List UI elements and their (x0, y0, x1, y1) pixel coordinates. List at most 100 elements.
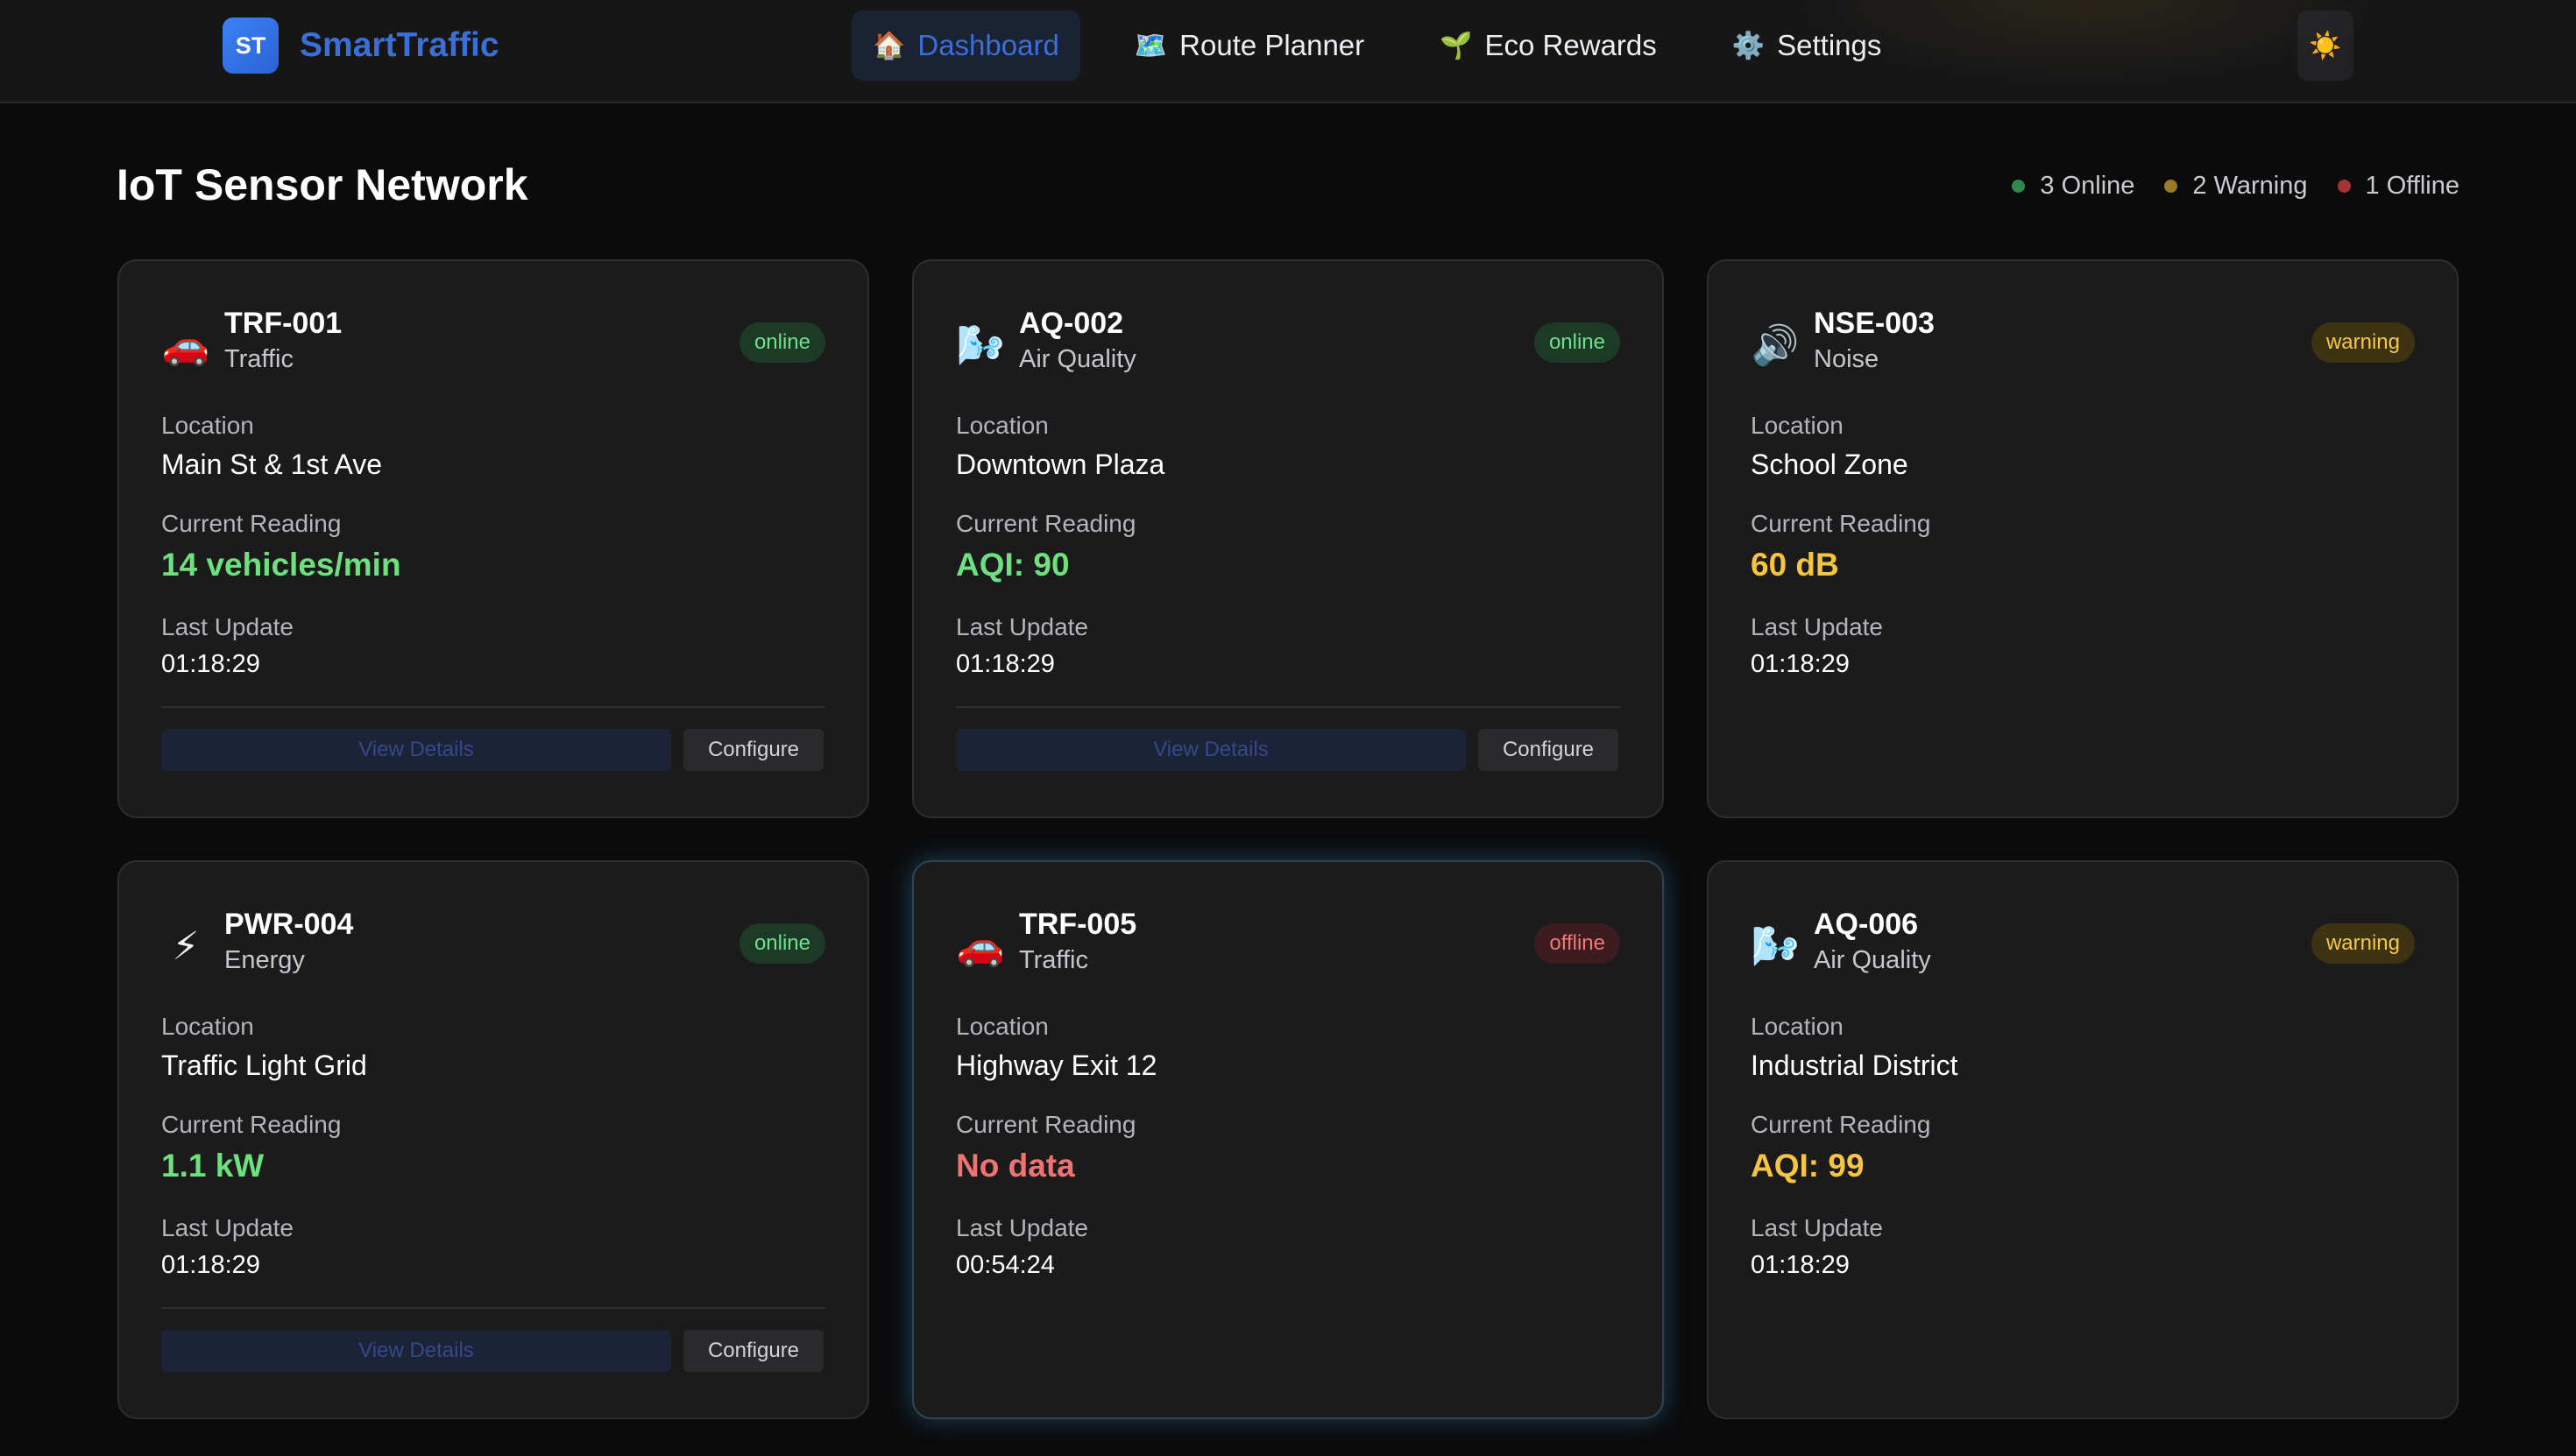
location-label: Location (956, 412, 1049, 439)
status-badge: warning (2311, 923, 2415, 964)
view-details-button[interactable]: View Details (161, 1330, 671, 1372)
sensor-card-header: ⚡ PWR-004 Energy online (161, 908, 825, 986)
top-navigation-bar: ST SmartTraffic 🏠 Dashboard 🗺️ Route Pla… (0, 0, 2576, 103)
brand-name: SmartTraffic (300, 26, 499, 64)
location-label: Location (956, 1013, 1049, 1040)
status-summary: 3 Online 2 Warning 1 Offline (1982, 172, 2459, 201)
summary-warning: 2 Warning (2164, 172, 2308, 201)
configure-button[interactable]: Configure (683, 729, 824, 771)
lightning-icon: ⚡ (172, 924, 200, 968)
reading-value: AQI: 99 (1751, 1148, 1865, 1184)
sensor-card: 🚗 TRF-001 Traffic online Location Main S… (117, 259, 869, 818)
online-dot (2012, 180, 2026, 193)
status-badge: online (739, 923, 825, 964)
nav-label: Eco Rewards (1484, 29, 1657, 61)
reading-label: Current Reading (1751, 510, 1931, 537)
home-icon: 🏠 (873, 31, 906, 60)
last-update-value: 01:18:29 (1751, 1251, 1850, 1279)
sensor-type: Energy (224, 946, 305, 974)
last-update-value: 01:18:29 (956, 650, 1055, 678)
sensor-id: TRF-001 (224, 307, 343, 340)
location-value: Main St & 1st Ave (161, 449, 382, 480)
car-icon: 🚗 (161, 324, 210, 367)
main-nav: 🏠 Dashboard 🗺️ Route Planner 🌱 Eco Rewar… (852, 11, 1936, 81)
sun-icon: ☀️ (2309, 31, 2342, 60)
sensor-card-header: 🌬️ AQ-002 Air Quality online (956, 307, 1620, 385)
sensor-type: Air Quality (1814, 946, 1931, 974)
theme-toggle-button[interactable]: ☀️ (2297, 11, 2353, 81)
nav-eco-rewards[interactable]: 🌱 Eco Rewards (1419, 11, 1678, 81)
status-badge: online (739, 322, 825, 363)
last-update-label: Last Update (161, 613, 294, 640)
nav-route-planner[interactable]: 🗺️ Route Planner (1114, 11, 1385, 81)
location-label: Location (161, 1013, 254, 1040)
configure-button[interactable]: Configure (1478, 729, 1618, 771)
nav-settings[interactable]: ⚙️ Settings (1711, 11, 1903, 81)
nav-dashboard[interactable]: 🏠 Dashboard (852, 11, 1080, 81)
reading-label: Current Reading (956, 1111, 1136, 1138)
last-update-label: Last Update (1751, 1214, 1883, 1241)
sensor-id: AQ-002 (1019, 307, 1124, 340)
gear-icon: ⚙️ (1731, 31, 1766, 60)
sensor-type: Air Quality (1019, 345, 1136, 373)
summary-online-text: 3 Online (2040, 172, 2135, 200)
sensor-card: 🚗 TRF-005 Traffic offline Location Highw… (912, 860, 1664, 1419)
card-divider (161, 706, 825, 708)
offline-dot (2337, 180, 2351, 193)
view-details-button[interactable]: View Details (161, 729, 671, 771)
sensor-card: 🔊 NSE-003 Noise warning Location School … (1707, 259, 2459, 818)
brand[interactable]: ST SmartTraffic (223, 18, 499, 74)
wind-icon: 🌬️ (1751, 925, 1800, 968)
sensor-type: Traffic (1019, 946, 1088, 974)
location-label: Location (1751, 1013, 1844, 1040)
reading-value: 14 vehicles/min (161, 547, 401, 583)
car-icon: 🚗 (956, 925, 1005, 968)
card-divider (956, 706, 1620, 708)
nav-label: Route Planner (1179, 29, 1365, 61)
last-update-label: Last Update (956, 1214, 1088, 1241)
sensor-type: Noise (1814, 345, 1879, 373)
last-update-value: 00:54:24 (956, 1251, 1055, 1279)
last-update-label: Last Update (956, 613, 1088, 640)
location-label: Location (1751, 412, 1844, 439)
sensor-card-header: 🚗 TRF-005 Traffic offline (956, 908, 1620, 986)
card-divider (161, 1307, 825, 1309)
nav-label: Dashboard (917, 29, 1059, 61)
summary-offline: 1 Offline (2337, 172, 2459, 201)
sensor-card-header: 🌬️ AQ-006 Air Quality warning (1751, 908, 2415, 986)
location-value: Traffic Light Grid (161, 1050, 367, 1081)
sensor-card: 🌬️ AQ-002 Air Quality online Location Do… (912, 259, 1664, 818)
wind-icon: 🌬️ (956, 324, 1005, 367)
reading-value: 60 dB (1751, 547, 1839, 583)
reading-label: Current Reading (161, 510, 342, 537)
summary-warning-text: 2 Warning (2192, 172, 2308, 200)
sensor-card: ⚡ PWR-004 Energy online Location Traffic… (117, 860, 869, 1419)
configure-button[interactable]: Configure (683, 1330, 824, 1372)
sensor-id: NSE-003 (1814, 307, 1935, 340)
speaker-icon: 🔊 (1751, 324, 1800, 367)
sensor-card-header: 🔊 NSE-003 Noise warning (1751, 307, 2415, 385)
reading-label: Current Reading (956, 510, 1136, 537)
map-icon: 🗺️ (1134, 31, 1168, 60)
sensor-type: Traffic (224, 345, 294, 373)
sensor-id: TRF-005 (1019, 908, 1137, 941)
location-label: Location (161, 412, 254, 439)
page-title: IoT Sensor Network (117, 160, 528, 209)
nav-label: Settings (1777, 29, 1882, 61)
view-details-button[interactable]: View Details (956, 729, 1466, 771)
reading-value: AQI: 90 (956, 547, 1070, 583)
last-update-value: 01:18:29 (161, 650, 260, 678)
reading-label: Current Reading (1751, 1111, 1931, 1138)
sensor-id: AQ-006 (1814, 908, 1919, 941)
status-badge: offline (1534, 923, 1620, 964)
warning-dot (2164, 180, 2178, 193)
seedling-icon: 🌱 (1440, 31, 1473, 60)
sensor-card-header: 🚗 TRF-001 Traffic online (161, 307, 825, 385)
location-value: Industrial District (1751, 1050, 1958, 1081)
sensor-card: 🌬️ AQ-006 Air Quality warning Location I… (1707, 860, 2459, 1419)
location-value: Highway Exit 12 (956, 1050, 1157, 1081)
last-update-label: Last Update (161, 1214, 294, 1241)
last-update-label: Last Update (1751, 613, 1883, 640)
reading-value: 1.1 kW (161, 1148, 265, 1184)
last-update-value: 01:18:29 (161, 1251, 260, 1279)
